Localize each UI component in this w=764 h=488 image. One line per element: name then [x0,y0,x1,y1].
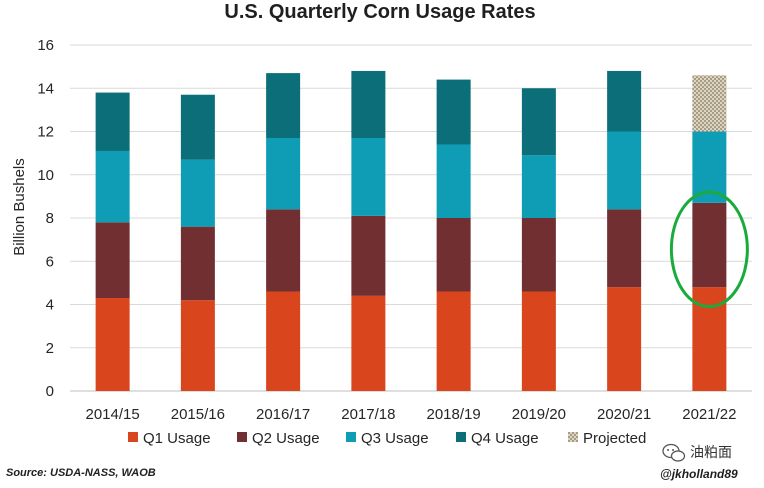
chart-title: U.S. Quarterly Corn Usage Rates [224,1,535,23]
legend-label: Projected [583,430,646,447]
bar-segment [692,75,727,132]
bar-segment [266,291,301,391]
y-axis-label: Billion Bushels [11,158,28,256]
y-tick-labels: 0 2 4 6 8 10 12 14 16 [37,37,54,400]
bar-segment [436,291,471,391]
bar-segment [180,159,215,227]
x-tick-label: 2016/17 [256,406,310,423]
bar-segment [436,144,471,218]
bar-segment [521,88,556,156]
bar-segment [266,209,301,292]
y-tick-label: 16 [37,37,54,54]
legend-label: Q4 Usage [471,430,539,447]
y-tick-label: 12 [37,124,54,141]
bar-segment [180,94,215,160]
author-handle: @jkholland89 [660,467,738,481]
annotations [669,190,749,309]
y-tick-label: 4 [46,297,54,314]
bar-segment [607,287,642,391]
y-tick-label: 8 [46,210,54,227]
legend-label: Q1 Usage [143,430,211,447]
bar-segment [95,222,130,299]
bar-segment [266,73,301,138]
x-tick-label: 2018/19 [427,406,481,423]
legend-swatch [346,432,356,442]
y-tick-label: 6 [46,253,54,270]
y-tick-label: 2 [46,340,54,357]
legend-label: Q2 Usage [252,430,320,447]
bars [95,70,727,391]
x-tick-label: 2014/15 [86,406,140,423]
y-tick-label: 10 [37,167,54,184]
bar-segment [521,218,556,292]
bar-segment [607,209,642,288]
y-tick-label: 14 [37,80,54,97]
wechat-icon [662,443,686,462]
bar-segment [266,137,301,210]
bar-segment [351,70,386,138]
gridlines [70,44,752,392]
x-tick-label: 2020/21 [597,406,651,423]
legend-swatch [237,432,247,442]
bar-segment [607,70,642,132]
watermark: 油粕面 [662,443,732,462]
bar-segment [95,298,130,391]
x-tick-label: 2021/22 [682,406,736,423]
source-note: Source: USDA-NASS, WAOB [6,467,156,479]
y-tick-label: 0 [46,383,54,400]
legend-swatch [568,432,578,442]
bar-segment [436,79,471,145]
bar-segment [95,150,130,223]
bar-segment [521,155,556,218]
bar-segment [351,295,386,391]
bar-segment [436,218,471,292]
bar-segment [351,137,386,216]
bar-segment [351,215,386,296]
x-tick-label: 2015/16 [171,406,225,423]
bar-segment [607,131,642,210]
x-tick-label: 2017/18 [341,406,395,423]
bar-segment [521,291,556,391]
watermark-text: 油粕面 [690,444,732,460]
bar-segment [95,92,130,151]
legend-label: Q3 Usage [361,430,429,447]
bar-segment [180,226,215,301]
bar-segment [180,300,215,391]
legend: Q1 Usage Q2 Usage Q3 Usage Q4 Usage Projecte… [128,430,646,447]
x-tick-label: 2019/20 [512,406,566,423]
legend-swatch [128,432,138,442]
x-tick-labels: 2014/15 2015/16 2016/17 2017/18 2018/19 2019/… [86,406,737,423]
legend-swatch [456,432,466,442]
bar-segment [692,202,727,288]
highlight-ellipse [669,190,749,309]
